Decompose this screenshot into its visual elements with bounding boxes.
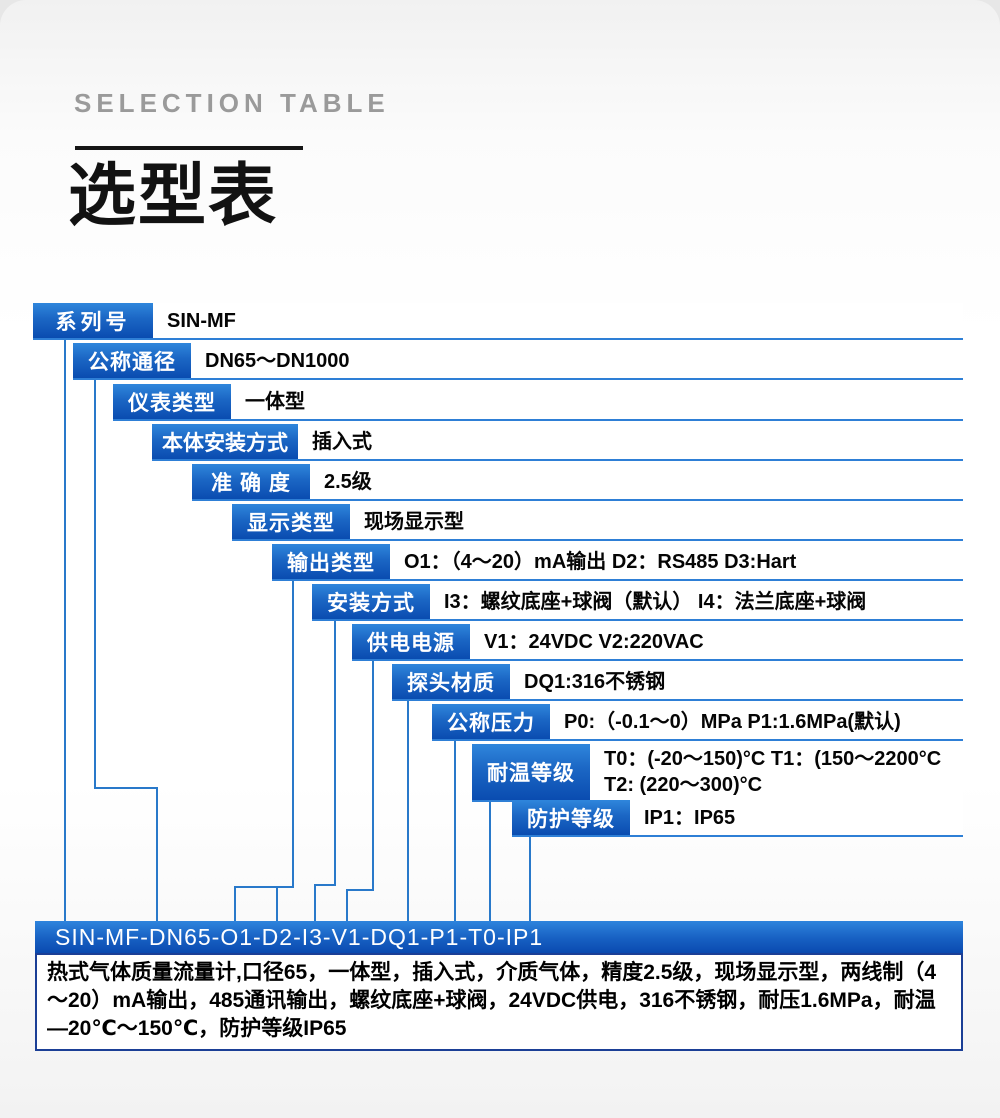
title-rule bbox=[75, 146, 303, 150]
row-diameter: 公称通径 DN65～DN1000 bbox=[73, 343, 963, 380]
row-label: 安装方式 bbox=[312, 584, 430, 619]
row-label: 显示类型 bbox=[232, 504, 350, 539]
row-label: 公称压力 bbox=[432, 704, 550, 739]
row-protection-rating: 防护等级 IP1：IP65 bbox=[512, 800, 963, 837]
row-label: 输出类型 bbox=[272, 544, 390, 579]
row-label: 防护等级 bbox=[512, 800, 630, 835]
row-value: DN65～DN1000 bbox=[205, 349, 350, 372]
row-value: DQ1:316不锈钢 bbox=[524, 670, 666, 693]
row-value: I3：螺纹底座+球阀（默认） I4：法兰底座+球阀 bbox=[444, 590, 867, 613]
row-value: 2.5级 bbox=[324, 470, 372, 493]
row-label: 探头材质 bbox=[392, 664, 510, 699]
row-value: SIN-MF bbox=[167, 309, 236, 332]
row-value: O1：（4～20）mA输出 D2：RS485 D3:Hart bbox=[404, 550, 797, 573]
description-box: 热式气体质量流量计,口径65，一体型，插入式，介质气体，精度2.5级，现场显示型… bbox=[35, 953, 963, 1051]
row-label: 仪表类型 bbox=[113, 384, 231, 419]
model-code-bar: SIN-MF-DN65-O1-D2-I3-V1-DQ1-P1-T0-IP1 bbox=[35, 921, 963, 953]
row-mounting: 安装方式 I3：螺纹底座+球阀（默认） I4：法兰底座+球阀 bbox=[312, 584, 963, 621]
row-temperature-rating: 耐温等级 T0：(-20～150)°C T1：(150～2200°C T2: (… bbox=[472, 744, 963, 802]
page-title: 选型表 bbox=[68, 158, 279, 234]
row-series: 系列号 SIN-MF bbox=[33, 303, 963, 340]
description-text: 热式气体质量流量计,口径65，一体型，插入式，介质气体，精度2.5级，现场显示型… bbox=[47, 961, 937, 1040]
row-label: 本体安装方式 bbox=[152, 424, 298, 459]
row-instrument-type: 仪表类型 一体型 bbox=[113, 384, 963, 421]
row-display-type: 显示类型 现场显示型 bbox=[232, 504, 963, 541]
row-body-mounting: 本体安装方式 插入式 bbox=[152, 424, 963, 461]
row-output-type: 输出类型 O1：（4～20）mA输出 D2：RS485 D3:Hart bbox=[272, 544, 963, 581]
row-power-supply: 供电电源 V1：24VDC V2:220VAC bbox=[352, 624, 963, 661]
row-label: 供电电源 bbox=[352, 624, 470, 659]
row-label: 系列号 bbox=[33, 303, 153, 338]
model-code-text: SIN-MF-DN65-O1-D2-I3-V1-DQ1-P1-T0-IP1 bbox=[55, 923, 544, 950]
row-value-line2: T2: (220～300)°C bbox=[604, 774, 763, 796]
row-value: V1：24VDC V2:220VAC bbox=[484, 630, 704, 653]
row-label: 公称通径 bbox=[73, 343, 191, 378]
row-accuracy: 准 确 度 2.5级 bbox=[192, 464, 963, 501]
row-value: IP1：IP65 bbox=[644, 806, 736, 829]
row-value: 现场显示型 bbox=[364, 510, 464, 533]
row-value: 插入式 bbox=[312, 430, 372, 453]
row-value: P0:（-0.1～0）MPa P1:1.6MPa(默认) bbox=[564, 710, 901, 733]
header-eyebrow: SELECTION TABLE bbox=[74, 88, 390, 118]
row-label: 准 确 度 bbox=[192, 464, 310, 499]
row-pressure: 公称压力 P0:（-0.1～0）MPa P1:1.6MPa(默认) bbox=[432, 704, 963, 741]
row-probe-material: 探头材质 DQ1:316不锈钢 bbox=[392, 664, 963, 701]
row-label: 耐温等级 bbox=[472, 744, 590, 800]
row-value: 一体型 bbox=[245, 390, 305, 413]
row-value-line1: T0：(-20～150)°C T1：(150～2200°C bbox=[604, 748, 942, 770]
